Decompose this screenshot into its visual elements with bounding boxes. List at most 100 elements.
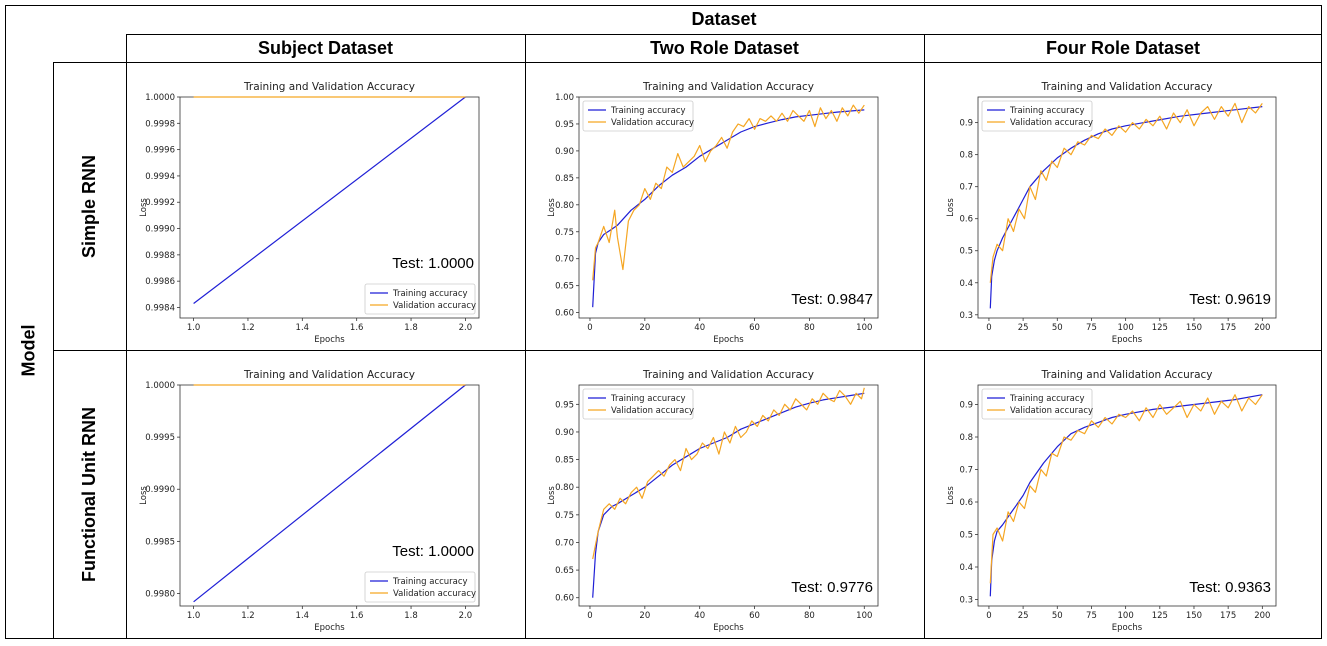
x-tick-label: 25 (1018, 611, 1029, 621)
chart-svg: Training and Validation Accuracy 0 25 50 75 1… (946, 81, 1277, 345)
test-score-label: Test: 0.9619 (1189, 291, 1271, 308)
x-tick-label: 175 (1220, 323, 1236, 333)
legend-box (981, 100, 1093, 132)
y-tick-label: 0.95 (555, 400, 574, 410)
x-axis-label: Epochs (1112, 623, 1143, 633)
training-accuracy-line (193, 96, 466, 304)
y-tick-label: 0.4 (959, 279, 973, 289)
y-tick-label: 0.95 (555, 120, 574, 130)
y-tick-label: 0.5 (959, 247, 973, 257)
y-tick-label: 0.9 (959, 119, 973, 129)
row-header-simple-rnn-text: Simple RNN (79, 154, 99, 258)
grid-line (53, 62, 1322, 63)
y-axis-label: Loss (547, 198, 557, 217)
legend-label: Training accuracy (1009, 106, 1085, 116)
grid-line (5, 5, 1322, 6)
model-header: Model (5, 62, 53, 638)
chart-simple-rnn-subject: Training and Validation Accuracy 1.0 1.2 1.… (127, 63, 525, 350)
plot-frame (977, 96, 1277, 319)
x-tick-label: 40 (694, 611, 705, 621)
y-tick-label: 0.5 (959, 531, 973, 541)
x-axis-label: Epochs (314, 623, 345, 633)
chart-title: Training and Validation Accuracy (1041, 369, 1213, 381)
training-accuracy-line (592, 109, 865, 308)
y-tick-label: 0.9992 (145, 198, 175, 208)
row-header-functional-unit-rnn: Functional Unit RNN (53, 350, 126, 638)
x-tick-label: 125 (1152, 611, 1168, 621)
x-tick-label: 2.0 (459, 611, 473, 621)
x-tick-label: 150 (1186, 611, 1202, 621)
x-tick-label: 40 (694, 323, 705, 333)
x-axis-label: Epochs (713, 335, 744, 345)
y-axis-label: Loss (547, 486, 557, 505)
y-tick-label: 1.0000 (145, 381, 175, 391)
x-tick-label: 1.6 (350, 323, 364, 333)
y-tick-label: 0.85 (555, 174, 574, 184)
legend-label: Validation accuracy (611, 406, 694, 416)
y-tick-label: 0.4 (959, 563, 973, 573)
chart-title: Training and Validation Accuracy (1041, 81, 1213, 93)
x-tick-label: 200 (1254, 323, 1270, 333)
legend-label: Training accuracy (610, 394, 686, 404)
dataset-header: Dataset (691, 9, 757, 29)
legend-box (582, 388, 694, 420)
training-accuracy-line (193, 384, 466, 603)
chart-simple-rnn-four-role: Training and Validation Accuracy 0 25 50 75 1… (925, 63, 1322, 350)
legend-box (582, 100, 694, 132)
y-tick-label: 0.9 (959, 401, 973, 411)
legend-box (364, 283, 476, 315)
validation-accuracy-line (592, 104, 865, 281)
column-header-two-role: Two Role Dataset (650, 37, 799, 58)
validation-accuracy-line (989, 394, 1263, 584)
y-axis-label: Loss (946, 486, 956, 505)
legend-label: Training accuracy (1009, 394, 1085, 404)
chart-svg: Training and Validation Accuracy 0 20 40 60 8… (547, 369, 879, 633)
grid-line (126, 34, 127, 639)
x-tick-label: 1.4 (296, 611, 310, 621)
chart-title: Training and Validation Accuracy (243, 369, 415, 381)
x-tick-label: 75 (1086, 611, 1097, 621)
y-tick-label: 0.90 (555, 428, 574, 438)
x-tick-label: 1.8 (404, 323, 418, 333)
plot-frame (578, 384, 879, 607)
legend-label: Validation accuracy (1010, 406, 1093, 416)
y-tick-label: 0.9994 (145, 172, 175, 182)
grid-line (53, 350, 1322, 351)
y-tick-label: 0.8 (959, 433, 973, 443)
x-tick-label: 0 (587, 611, 592, 621)
training-accuracy-line (989, 394, 1263, 597)
x-tick-label: 1.2 (241, 611, 255, 621)
y-tick-label: 0.3 (959, 311, 973, 321)
x-tick-label: 100 (1118, 611, 1134, 621)
y-tick-label: 0.60 (555, 594, 574, 604)
x-tick-label: 200 (1254, 611, 1270, 621)
y-tick-label: 0.80 (555, 483, 574, 493)
x-tick-label: 125 (1152, 323, 1168, 333)
y-tick-label: 0.9990 (145, 485, 175, 495)
x-tick-label: 100 (1118, 323, 1134, 333)
test-score-label: Test: 0.9847 (791, 291, 873, 308)
chart-functional-unit-rnn-subject: Training and Validation Accuracy 1.0 1.2 1.… (127, 351, 525, 638)
y-tick-label: 0.9996 (145, 146, 175, 156)
x-tick-label: 60 (749, 323, 760, 333)
y-tick-label: 0.9990 (145, 225, 175, 235)
y-tick-label: 0.85 (555, 456, 574, 466)
y-tick-label: 0.65 (555, 282, 574, 292)
x-tick-label: 80 (804, 323, 815, 333)
grid-line (525, 34, 526, 639)
y-tick-label: 0.75 (555, 511, 574, 521)
y-tick-label: 0.70 (555, 538, 574, 548)
y-tick-label: 0.6 (959, 215, 973, 225)
legend-label: Training accuracy (392, 577, 468, 587)
test-score-label: Test: 1.0000 (392, 255, 474, 272)
x-tick-label: 100 (856, 323, 872, 333)
legend-box (981, 388, 1093, 420)
plot-frame (977, 384, 1277, 607)
y-tick-label: 0.65 (555, 566, 574, 576)
x-tick-label: 100 (856, 611, 872, 621)
y-tick-label: 0.9980 (145, 589, 175, 599)
x-tick-label: 1.6 (350, 611, 364, 621)
y-tick-label: 0.9995 (145, 433, 175, 443)
validation-accuracy-line (989, 102, 1263, 283)
y-axis-label: Loss (139, 198, 149, 217)
